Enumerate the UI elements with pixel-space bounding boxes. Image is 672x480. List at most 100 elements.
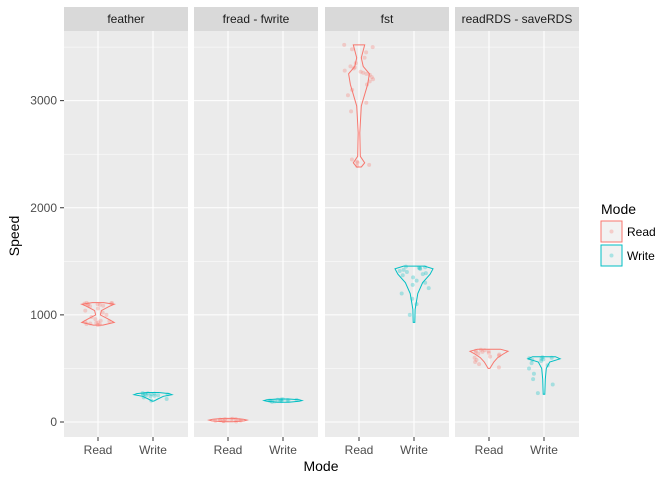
facet-panel: fst Read Write — [325, 7, 449, 457]
panel-background — [325, 31, 449, 437]
read-point — [486, 350, 491, 355]
write-point — [414, 278, 419, 283]
read-point — [94, 320, 99, 325]
facet-strip-label: feather — [107, 12, 144, 26]
panel-background — [64, 31, 188, 437]
write-point — [423, 271, 428, 276]
x-tick-label: Read — [475, 443, 504, 457]
read-point — [95, 302, 100, 307]
legend-key-point — [609, 229, 614, 234]
write-point — [531, 371, 536, 376]
write-point — [144, 393, 149, 398]
write-point — [426, 286, 431, 291]
write-point — [411, 275, 416, 280]
x-tick-label: Read — [84, 443, 113, 457]
read-point — [472, 355, 477, 360]
x-tick-label: Read — [214, 443, 243, 457]
write-point — [423, 280, 428, 285]
write-point — [399, 291, 404, 296]
legend-key-point — [609, 253, 614, 258]
read-point — [100, 310, 105, 315]
y-tick-label: 0 — [50, 415, 57, 429]
write-point — [400, 273, 405, 278]
write-point — [418, 266, 423, 271]
read-point — [361, 70, 366, 75]
read-point — [371, 77, 376, 82]
write-point — [148, 394, 153, 399]
read-point — [98, 318, 103, 323]
read-point — [83, 308, 88, 313]
facet-strip — [325, 7, 449, 31]
read-point — [473, 360, 478, 365]
read-point — [369, 75, 374, 80]
read-point — [364, 50, 369, 55]
facet-strip — [194, 7, 318, 31]
write-point — [149, 392, 154, 397]
write-point — [407, 312, 412, 317]
read-violin — [80, 302, 116, 326]
legend-key — [600, 244, 623, 267]
x-tick-label: Write — [139, 443, 167, 457]
read-point — [349, 109, 354, 114]
write-point — [156, 393, 161, 398]
facet-panel: feather Read Write — [64, 7, 188, 457]
read-point — [342, 42, 347, 47]
read-point — [349, 157, 354, 162]
x-tick-label: Write — [400, 443, 428, 457]
write-violin — [394, 265, 434, 323]
read-point — [370, 45, 375, 50]
write-point — [404, 270, 409, 275]
write-point — [550, 382, 555, 387]
read-point — [476, 351, 481, 356]
x-tick-label: Write — [530, 443, 558, 457]
y-tick-label: 3000 — [30, 94, 57, 108]
legend-key — [600, 220, 623, 243]
read-point — [496, 365, 501, 370]
read-point — [95, 306, 100, 311]
write-point — [278, 398, 283, 403]
panel-background — [455, 31, 579, 437]
read-point — [104, 312, 109, 317]
write-violin — [262, 398, 304, 403]
write-violin — [526, 356, 562, 395]
write-point — [531, 377, 536, 382]
read-point — [96, 320, 101, 325]
read-violin — [348, 44, 370, 168]
write-point — [529, 361, 534, 366]
read-point — [474, 357, 479, 362]
write-point — [141, 392, 146, 397]
read-violin — [207, 417, 249, 423]
write-point — [410, 282, 415, 287]
read-point — [488, 354, 493, 359]
read-point — [477, 362, 482, 367]
facet-strip-label: readRDS - saveRDS — [462, 12, 573, 26]
write-point — [527, 366, 532, 371]
write-point — [164, 396, 169, 401]
panel-background — [194, 31, 318, 437]
read-point — [362, 55, 367, 60]
read-point — [367, 162, 372, 167]
write-point — [145, 391, 150, 396]
x-axis-title: Mode — [303, 458, 338, 474]
read-point — [350, 47, 355, 52]
read-point — [101, 303, 106, 308]
read-point — [355, 159, 360, 164]
x-tick-label: Write — [269, 443, 297, 457]
write-point — [541, 357, 546, 362]
read-point — [358, 69, 363, 74]
write-point — [401, 267, 406, 272]
facet-strip — [64, 7, 188, 31]
read-point — [348, 64, 353, 69]
read-point — [355, 160, 360, 165]
legend-label: Read — [627, 225, 656, 239]
facet-strip-label: fst — [381, 12, 394, 26]
write-point — [397, 268, 402, 273]
read-point — [342, 68, 347, 73]
read-point — [97, 302, 102, 307]
write-point — [539, 358, 544, 363]
write-point — [403, 264, 408, 269]
write-point — [152, 393, 157, 398]
write-point — [539, 356, 544, 361]
